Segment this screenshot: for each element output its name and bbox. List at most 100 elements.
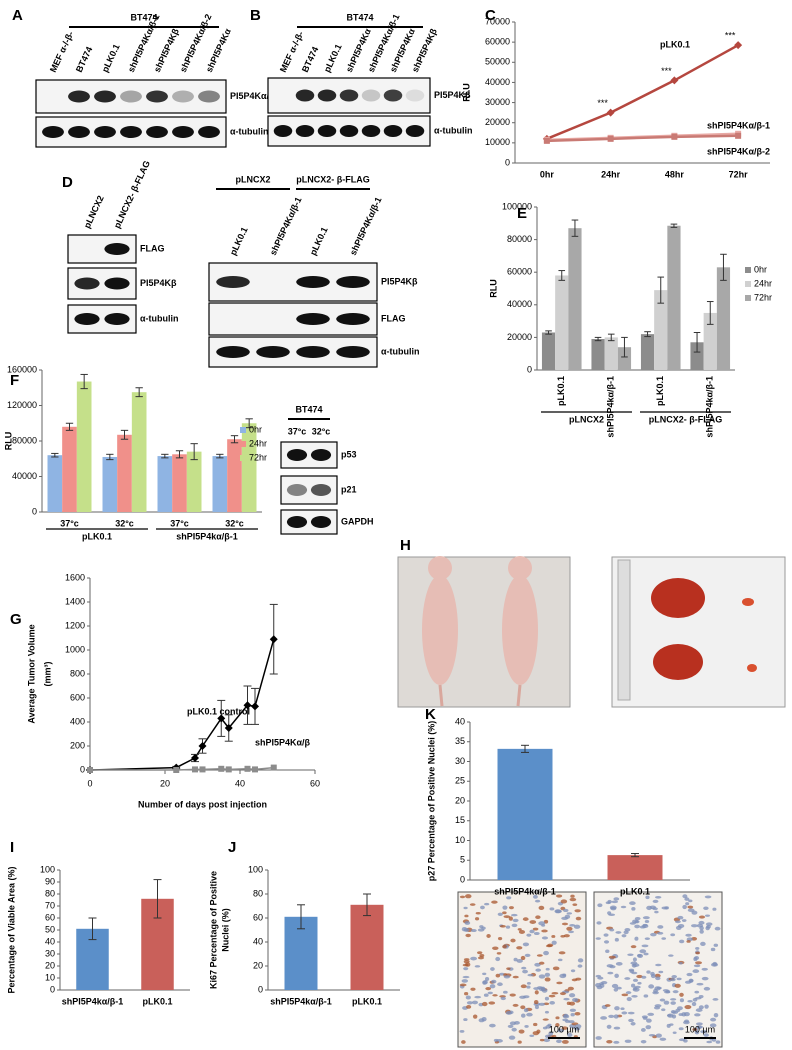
error-bar <box>190 443 198 461</box>
cell-nucleus <box>497 912 503 916</box>
cell-nucleus <box>522 917 529 921</box>
cell-nucleus <box>505 925 511 929</box>
cell-nucleus <box>599 983 605 988</box>
cell-nucleus <box>533 999 539 1005</box>
cell-nucleus <box>661 1008 666 1012</box>
bar <box>241 423 257 512</box>
y-tick-label: 25 <box>455 776 465 786</box>
cell-nucleus <box>485 986 492 991</box>
cell-nucleus <box>692 969 700 974</box>
cell-nucleus <box>653 1006 661 1010</box>
cell-nucleus <box>607 971 614 975</box>
cell-nucleus <box>502 990 508 994</box>
cell-nucleus <box>538 905 545 910</box>
cell-nucleus <box>670 977 676 982</box>
photo-panel: H <box>397 537 786 708</box>
y-axis-label: RLU <box>488 279 498 298</box>
cell-nucleus <box>627 1011 635 1015</box>
cell-nucleus <box>545 944 553 948</box>
error-bar <box>621 336 628 358</box>
x-tick-label: 37°c <box>170 518 189 528</box>
cell-nucleus <box>645 1025 652 1030</box>
cell-nucleus <box>474 995 482 999</box>
cell-nucleus <box>569 1008 577 1012</box>
group-label: BT474 <box>295 404 322 414</box>
cell-nucleus <box>697 1025 702 1030</box>
cell-nucleus <box>549 907 555 911</box>
cell-nucleus <box>533 1022 538 1027</box>
group-label: shPI5P4kα/β-1 <box>176 531 238 541</box>
bar <box>716 267 731 370</box>
cell-nucleus <box>475 911 481 915</box>
cell-nucleus <box>694 1013 701 1017</box>
cell-nucleus <box>670 998 677 1001</box>
cell-nucleus <box>644 937 650 941</box>
marker <box>735 132 742 139</box>
cell-nucleus <box>639 949 647 954</box>
cell-nucleus <box>465 962 471 967</box>
cell-nucleus <box>624 977 631 980</box>
cell-nucleus <box>631 983 636 988</box>
y-tick-label: 30 <box>45 948 55 958</box>
cell-nucleus <box>625 991 632 995</box>
bar <box>607 855 663 880</box>
x-tick-label: shPI5P4kα/β-1 <box>494 886 556 896</box>
error-bar <box>720 253 727 281</box>
bar <box>640 334 655 370</box>
y-tick-label: 100000 <box>502 201 532 211</box>
y-tick-label: 30000 <box>485 97 510 107</box>
series-label: shPI5P4Kα/β-2 <box>707 146 770 156</box>
cell-nucleus <box>499 925 506 928</box>
cell-nucleus <box>698 995 704 999</box>
band <box>198 90 220 103</box>
blot-box <box>35 79 227 114</box>
cell-nucleus <box>563 934 570 938</box>
group-label: pLNCX2- β-FLAG <box>296 174 370 184</box>
cell-nucleus <box>545 967 550 971</box>
error-bar <box>670 223 678 228</box>
y-tick-label: 80 <box>45 888 55 898</box>
error-bar <box>644 331 651 338</box>
marker <box>269 635 278 644</box>
cell-nucleus <box>572 903 578 907</box>
y-tick-label: 60 <box>253 912 263 922</box>
panel-label: E <box>517 205 527 222</box>
cell-nucleus <box>537 986 543 990</box>
photo <box>611 556 786 708</box>
cell-nucleus <box>698 920 705 925</box>
cell-nucleus <box>696 1022 703 1026</box>
band <box>336 346 370 358</box>
mouse <box>508 556 532 580</box>
cell-nucleus <box>621 1011 628 1015</box>
cell-nucleus <box>701 967 708 971</box>
cell-nucleus <box>646 1018 652 1023</box>
cell-nucleus <box>574 909 581 913</box>
y-tick-label: 10000 <box>485 137 510 147</box>
cell-nucleus <box>538 1002 546 1006</box>
band <box>198 126 220 138</box>
cell-nucleus <box>466 1004 472 1009</box>
band-label: p53 <box>341 449 357 459</box>
band <box>172 126 194 138</box>
cell-nucleus <box>470 987 476 991</box>
cell-nucleus <box>529 929 535 934</box>
y-tick-label: 40 <box>253 936 263 946</box>
error-bar <box>521 744 529 753</box>
cell-nucleus <box>534 899 541 903</box>
bar <box>186 451 202 512</box>
bar <box>47 455 63 512</box>
cell-nucleus <box>538 974 546 979</box>
y-tick-label: 100 <box>248 864 263 874</box>
cell-nucleus <box>567 1032 573 1037</box>
x-tick-label: 60 <box>310 778 320 788</box>
cell-nucleus <box>480 905 485 910</box>
y-tick-label: 40 <box>455 716 465 726</box>
cell-nucleus <box>488 1001 496 1005</box>
cell-nucleus <box>574 1011 581 1016</box>
cell-nucleus <box>552 966 560 971</box>
band <box>339 89 359 102</box>
cell-nucleus <box>541 929 548 933</box>
cell-nucleus <box>713 1013 719 1018</box>
cell-nucleus <box>608 955 616 959</box>
error-bar <box>51 452 59 458</box>
